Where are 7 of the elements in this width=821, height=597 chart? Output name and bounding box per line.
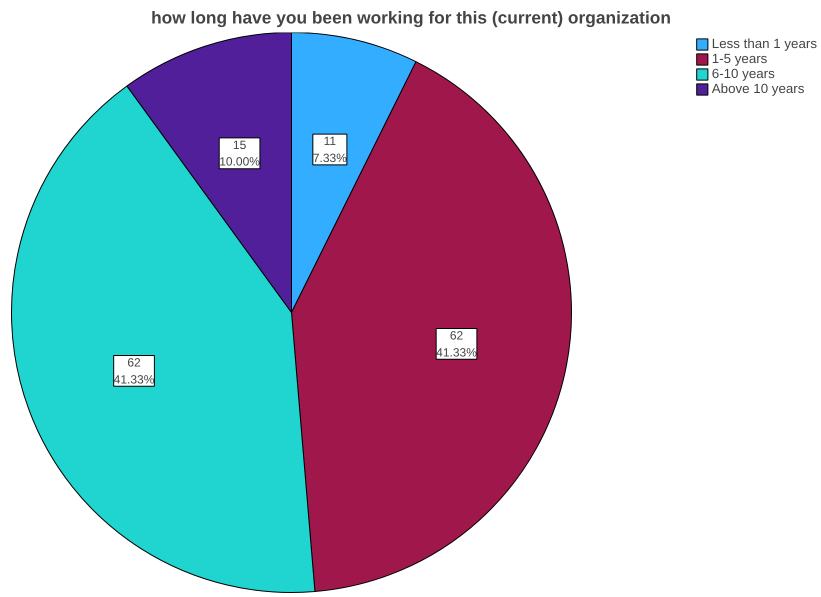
legend-label: 6-10 years	[712, 66, 775, 81]
legend-label: Above 10 years	[712, 81, 804, 96]
legend-label: Less than 1 years	[712, 36, 817, 51]
chart-title: how long have you been working for this (current) organization	[151, 8, 671, 28]
data-label: 11 7.33%	[312, 134, 348, 165]
legend-label: 1-5 years	[712, 51, 768, 66]
data-label: 15 10.00%	[219, 138, 260, 169]
